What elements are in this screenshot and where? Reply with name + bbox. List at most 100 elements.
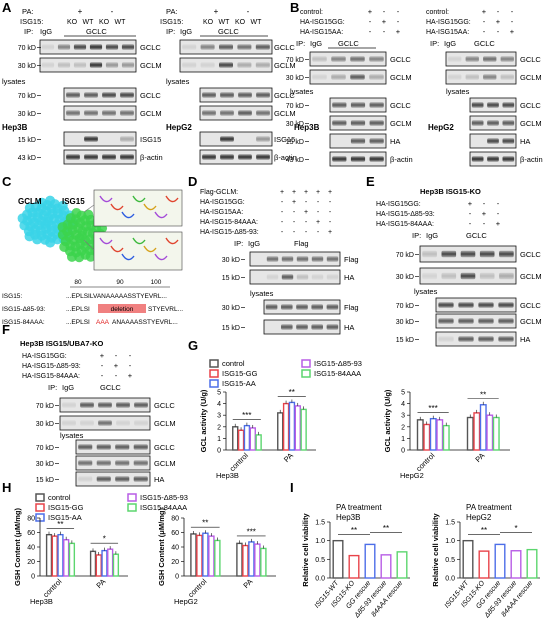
legend-swatch: [209, 369, 219, 378]
sign: +: [328, 229, 332, 236]
mw-marker: 30 kD: [396, 274, 414, 281]
sig-stars: **: [481, 526, 487, 535]
bar-d8593: [63, 539, 70, 577]
blot-band: [471, 156, 484, 162]
blot-band: [448, 56, 462, 62]
blot-band: [220, 110, 234, 116]
zoom-line: [83, 239, 95, 251]
sign: -: [383, 27, 386, 36]
row-label: IP:: [48, 383, 57, 392]
blot-A-lys: [63, 105, 137, 121]
row-label: HA-ISG15AA:: [300, 29, 343, 36]
sign: -: [305, 199, 308, 206]
row-label: HA-ISG15-84AAA:: [376, 221, 434, 228]
y-tick-label: 0: [401, 448, 405, 455]
ip-target: GCLC: [338, 39, 359, 48]
blot-band: [200, 62, 215, 68]
blot-band: [478, 302, 494, 308]
blot-band: [133, 444, 148, 450]
row-label: HA-ISG15GG:: [426, 19, 471, 26]
sig-stars: *: [103, 535, 106, 544]
bar-d8593: [436, 419, 444, 451]
protein-surface: [45, 237, 56, 248]
blot-band: [219, 44, 233, 50]
bar-gg: [95, 554, 102, 577]
blot-band: [458, 336, 474, 342]
bar-gg: [348, 554, 360, 579]
sig-stars: **: [57, 520, 63, 529]
bar-d8593: [510, 550, 522, 579]
bar-aaa: [396, 551, 408, 579]
mw-marker: 70 kD: [36, 403, 54, 410]
blot-band: [331, 56, 346, 62]
row-label: HA-ISG15GG:: [300, 19, 345, 26]
blot-band: [66, 92, 80, 98]
y-tick-label: 80: [171, 516, 179, 523]
row-label: GCLM: [274, 61, 296, 70]
y-axis-label: Relative cell viability: [301, 512, 310, 586]
y-tick-label: 5: [401, 390, 405, 397]
blot-band: [311, 256, 324, 262]
row-label: HA-ISG15-84AAA:: [200, 219, 258, 226]
blot-band: [487, 156, 499, 162]
seq-label: ISG15:: [2, 293, 22, 300]
sign: -: [293, 209, 296, 216]
structure-panel: GCLM ISG15 80 90 100 ISG15: ...EPLSILVANAAAAAS…: [2, 189, 183, 326]
sign: -: [101, 361, 104, 370]
sign: +: [214, 7, 219, 16]
bar-control: [466, 416, 474, 451]
x-tick-label: control: [41, 577, 64, 600]
sign: -: [329, 209, 332, 216]
blot-band: [312, 74, 327, 80]
row-label: GCLM: [274, 109, 296, 118]
mutation: AAA: [96, 319, 110, 326]
blot-band: [41, 44, 55, 50]
blot-A-ip: [39, 57, 137, 73]
blot-band: [84, 136, 98, 142]
seq-position: 80: [74, 279, 82, 286]
ip-target: GCLC: [474, 39, 495, 48]
row-label: HA-ISG15GG:: [22, 353, 67, 360]
row-label: ISG15:: [20, 17, 43, 26]
bar-control: [416, 419, 424, 451]
sign: -: [469, 219, 472, 228]
legend-label: ISG15-AA: [222, 379, 256, 388]
sign: -: [369, 27, 372, 36]
row-label: HA-ISG15-Δ85-93:: [376, 211, 435, 218]
blot-band: [422, 272, 437, 280]
blot-band: [369, 138, 384, 144]
sign: -: [247, 7, 250, 16]
sign: -: [305, 219, 308, 226]
blot-band: [115, 444, 130, 450]
blot-B2-ip: [445, 51, 517, 67]
y-tick-label: 3: [401, 413, 405, 420]
row-label: HA: [520, 335, 530, 344]
bar-gg: [282, 402, 290, 451]
blot-band: [332, 156, 347, 162]
blot-D-ip: [249, 269, 341, 285]
blot-band: [332, 102, 347, 108]
sign: -: [497, 199, 500, 208]
residue-stick: [143, 245, 157, 253]
igg-label: IgG: [248, 239, 260, 248]
residue-stick: [143, 203, 157, 211]
blot-B2-ip: [445, 69, 517, 85]
blot-band: [281, 274, 294, 280]
y-tick-label: 4: [217, 401, 221, 408]
igg-label: IgG: [444, 39, 456, 48]
row-label: HA: [344, 273, 354, 282]
row-label: GCLC: [154, 401, 175, 410]
sign: -: [469, 209, 472, 218]
genotype: WT: [83, 19, 95, 26]
sign: -: [483, 17, 486, 26]
blot-band: [84, 92, 98, 98]
bar-aaa: [214, 539, 221, 577]
blot-band: [369, 74, 384, 80]
bar-gg: [478, 550, 490, 579]
igg-label: IgG: [310, 39, 322, 48]
row-label: lysates: [250, 289, 274, 298]
blot-band: [471, 102, 484, 108]
blot-E-lys: [435, 297, 517, 313]
row-label: lysates: [166, 77, 190, 86]
mw-marker: 70 kD: [286, 57, 304, 64]
